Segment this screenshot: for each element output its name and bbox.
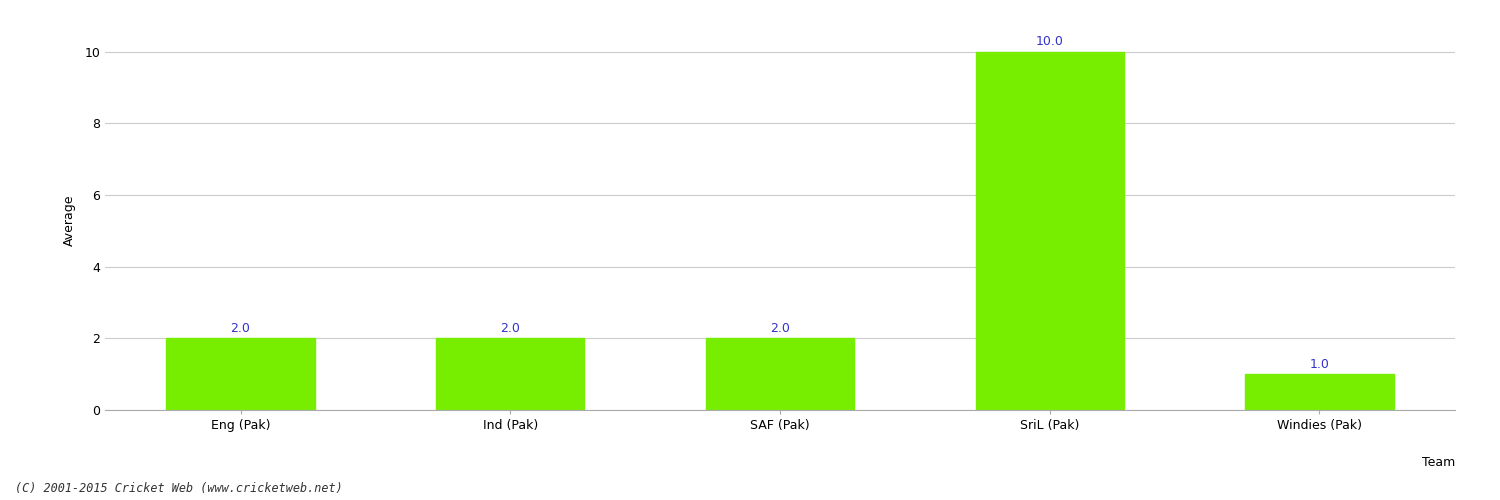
Text: 2.0: 2.0 [501,322,520,334]
Bar [1245,374,1394,410]
Y-axis label: Average: Average [63,194,76,246]
Text: 1.0: 1.0 [1310,358,1329,370]
Text: 2.0: 2.0 [770,322,790,334]
Text: Team: Team [1422,456,1455,468]
Text: (C) 2001-2015 Cricket Web (www.cricketweb.net): (C) 2001-2015 Cricket Web (www.cricketwe… [15,482,342,495]
Bar [706,338,854,410]
Bar [166,338,315,410]
Bar [436,338,585,410]
Bar [975,52,1124,410]
Text: 10.0: 10.0 [1036,35,1064,48]
Text: 2.0: 2.0 [231,322,251,334]
